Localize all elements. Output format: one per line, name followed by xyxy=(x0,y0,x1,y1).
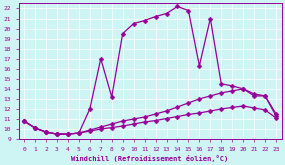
X-axis label: Windchill (Refroidissement éolien,°C): Windchill (Refroidissement éolien,°C) xyxy=(72,155,229,162)
